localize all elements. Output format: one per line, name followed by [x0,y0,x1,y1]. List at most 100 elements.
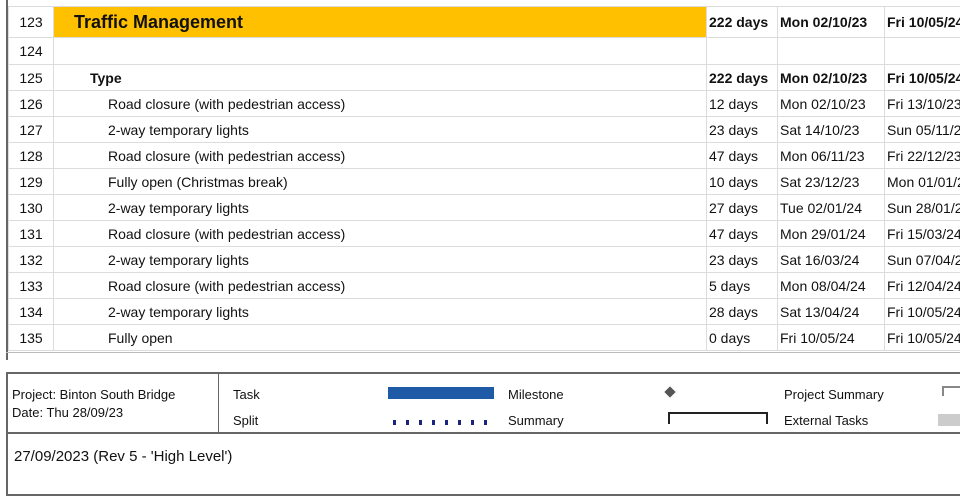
cell-finish[interactable]: Fri 12/04/24 [884,272,960,299]
legend-external-tasks-label: External Tasks [784,413,869,428]
cell-id[interactable]: 134 [8,298,54,325]
cell-start[interactable]: Sat 13/04/24 [777,298,885,325]
cell-finish[interactable]: Fri 15/03/24 [884,220,960,247]
cell-id[interactable]: 124 [8,37,54,65]
table-row[interactable]: 123 Traffic Management 222 days Mon 02/10/2… [8,6,960,38]
cell-start[interactable]: Sat 23/12/23 [777,168,885,195]
project-date: Date: Thu 28/09/23 [12,405,124,420]
cell-start[interactable]: Tue 02/01/24 [777,194,885,221]
cell-start[interactable]: Mon 02/10/23 [777,6,885,38]
cell-start[interactable]: Mon 29/01/24 [777,220,885,247]
cell-finish[interactable]: Sun 28/01/24 [884,194,960,221]
cell-duration[interactable]: 47 days [706,220,778,247]
cell-finish[interactable]: Fri 10/05/24 [884,298,960,325]
legend-summary-label: Summary [508,413,564,428]
table-row[interactable]: 128 Road closure (with pedestrian access)… [8,142,960,169]
cell-duration[interactable]: 28 days [706,298,778,325]
cell-finish[interactable]: Mon 01/01/24 [884,168,960,195]
cell-start[interactable]: Sat 16/03/24 [777,246,885,273]
project-summary-icon [942,386,960,396]
cell-duration[interactable]: 10 days [706,168,778,195]
project-name: Project: Binton South Bridge [12,387,176,402]
cell-duration[interactable]: 0 days [706,324,778,351]
divider [6,352,960,353]
table-row[interactable]: 130 2-way temporary lights 27 days Tue 02/0… [8,194,960,221]
table-row[interactable]: 132 2-way temporary lights 23 days Sat 16/0… [8,246,960,273]
cell-name[interactable]: Road closure (with pedestrian access) [53,142,707,169]
legend-project-summary-label: Project Summary [784,387,884,402]
cell-start[interactable]: Mon 06/11/23 [777,142,885,169]
external-tasks-icon [938,414,960,426]
project-info: Project: Binton South Bridge Date: Thu 2… [12,386,175,422]
cell-duration[interactable]: 23 days [706,116,778,143]
cell-name[interactable]: Type [53,64,707,91]
divider [218,374,219,432]
cell-duration[interactable] [706,37,778,65]
cell-id[interactable]: 125 [8,64,54,91]
cell-duration[interactable]: 12 days [706,90,778,117]
cell-id[interactable]: 131 [8,220,54,247]
revision-note: 27/09/2023 (Rev 5 - 'High Level') [14,448,233,465]
cell-start[interactable] [777,37,885,65]
cell-id[interactable]: 123 [8,6,54,38]
legend-milestone-label: Milestone [508,387,564,402]
legend: Project: Binton South Bridge Date: Thu 2… [6,372,960,496]
cell-duration[interactable]: 23 days [706,246,778,273]
cell-finish[interactable]: Fri 13/10/23 [884,90,960,117]
task-bar-icon [388,387,494,399]
cell-id[interactable]: 130 [8,194,54,221]
cell-finish[interactable] [884,37,960,65]
cell-name[interactable]: Traffic Management [53,6,707,38]
split-icon [393,420,493,425]
table-row[interactable]: 134 2-way temporary lights 28 days Sat 13/0… [8,298,960,325]
cell-name[interactable]: Fully open (Christmas break) [53,168,707,195]
table-row[interactable]: 131 Road closure (with pedestrian access)… [8,220,960,247]
cell-finish[interactable]: Fri 10/05/24 [884,64,960,91]
cell-name[interactable]: 2-way temporary lights [53,246,707,273]
cell-finish[interactable]: Sun 05/11/23 [884,116,960,143]
cell-duration[interactable]: 5 days [706,272,778,299]
table-row[interactable]: 133 Road closure (with pedestrian access)… [8,272,960,299]
table-row[interactable]: 124 [8,37,960,65]
cell-start[interactable]: Mon 02/10/23 [777,90,885,117]
cell-name[interactable]: Road closure (with pedestrian access) [53,90,707,117]
table-row[interactable]: 135 Fully open 0 days Fri 10/05/24 Fri 10/05… [8,324,960,351]
cell-name[interactable]: 2-way temporary lights [53,298,707,325]
cell-start[interactable]: Sat 14/10/23 [777,116,885,143]
cell-finish[interactable]: Fri 10/05/24 [884,324,960,351]
cell-finish[interactable]: Fri 22/12/23 [884,142,960,169]
cell-name[interactable]: 2-way temporary lights [53,194,707,221]
legend-split-label: Split [233,413,259,428]
cell-id[interactable]: 128 [8,142,54,169]
cell-finish[interactable]: Sun 07/04/24 [884,246,960,273]
table-row[interactable]: 127 2-way temporary lights 23 days Sat 14/1… [8,116,960,143]
legend-row: Project: Binton South Bridge Date: Thu 2… [8,374,960,434]
summary-icon [668,412,768,424]
cell-id[interactable]: 133 [8,272,54,299]
cell-id[interactable]: 126 [8,90,54,117]
table-row[interactable]: 129 Fully open (Christmas break) 10 days Sa… [8,168,960,195]
cell-start[interactable]: Fri 10/05/24 [777,324,885,351]
cell-start[interactable]: Mon 08/04/24 [777,272,885,299]
cell-id[interactable]: 127 [8,116,54,143]
cell-name[interactable]: Road closure (with pedestrian access) [53,220,707,247]
cell-duration[interactable]: 47 days [706,142,778,169]
cell-duration[interactable]: 27 days [706,194,778,221]
gantt-frame [6,0,960,360]
milestone-icon [664,386,676,398]
cell-finish[interactable]: Fri 10/05/24 [884,6,960,38]
table-row[interactable]: 125 Type 222 days Mon 02/10/23 Fri 10/05/24 [8,64,960,91]
cell-id[interactable]: 135 [8,324,54,351]
cell-name[interactable]: Road closure (with pedestrian access) [53,272,707,299]
cell-duration[interactable]: 222 days [706,64,778,91]
table-row[interactable]: 126 Road closure (with pedestrian access)… [8,90,960,117]
cell-id[interactable]: 132 [8,246,54,273]
legend-task-label: Task [233,387,260,402]
cell-name[interactable]: 2-way temporary lights [53,116,707,143]
cell-duration[interactable]: 222 days [706,6,778,38]
cell-start[interactable]: Mon 02/10/23 [777,64,885,91]
cell-name[interactable]: Fully open [53,324,707,351]
cell-name[interactable] [53,37,707,65]
task-table: 123 Traffic Management 222 days Mon 02/10/2… [8,6,960,351]
cell-id[interactable]: 129 [8,168,54,195]
